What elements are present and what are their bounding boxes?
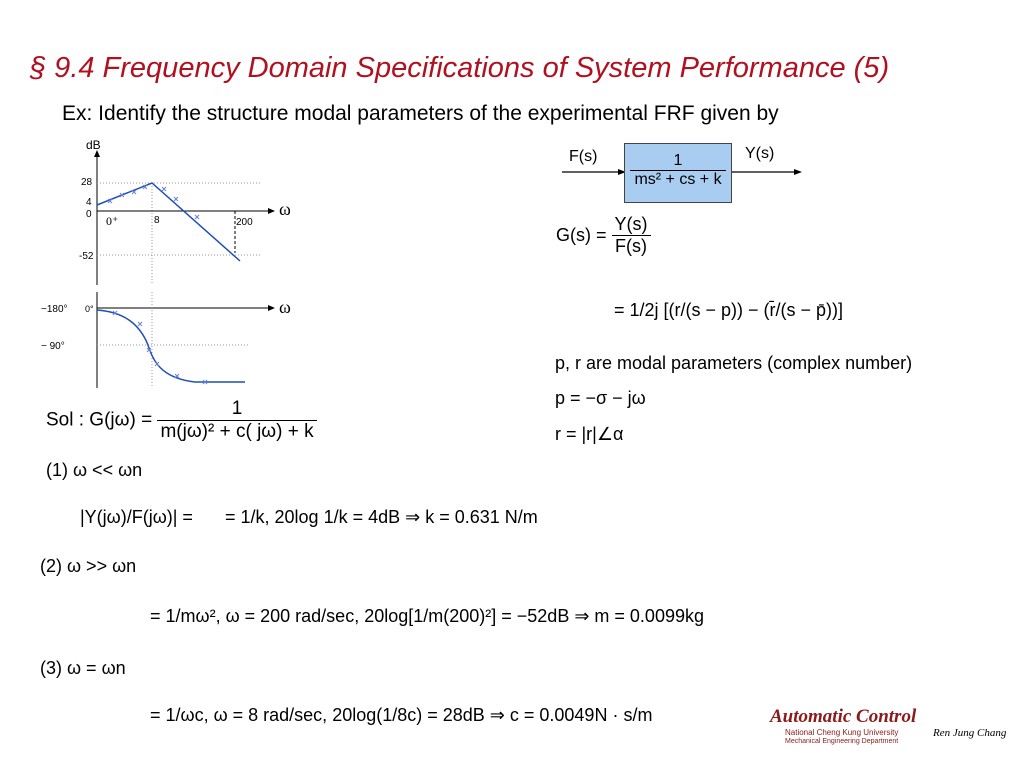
modal-expansion: = 1/2j [(r/(s − p)) − (r̄/(s − p̄))] [614,300,844,320]
tf-denominator: ms² + cs + k [630,170,726,189]
tf-numerator: 1 [673,152,683,169]
case3-label: (3) ω = ωn [40,658,126,678]
modal-note: p, r are modal parameters (complex numbe… [555,353,913,373]
phase-data-markers [112,310,208,385]
p-equation: p = −σ − jω [555,388,646,408]
case3-equation: = 1/ωc, ω = 8 rad/sec, 20log(1/8c) = 28d… [150,705,653,725]
slide-title: § 9.4 Frequency Domain Specifications of… [30,52,890,84]
mag-xtick-8: 8 [154,215,160,226]
phase-ytick-0: 0° [85,304,94,314]
mag-ytick-28: 28 [81,177,93,188]
sol-numerator: 1 [231,398,243,419]
mag-xtick-0plus: 0⁺ [106,214,118,228]
case1-equation: = 1/k, 20log 1/k = 4dB ⇒ k = 0.631 N/m [225,507,538,527]
footer-department: Mechanical Engineering Department [785,738,899,745]
case2-equation: = 1/mω², ω = 200 rad/sec, 20log[1/m(200)… [150,606,704,626]
phase-ytick-90: − 90° [41,341,65,352]
mag-data-markers [107,184,200,220]
g-definition: G(s) = Y(s) F(s) [556,214,651,257]
block-input-label: F(s) [569,148,598,165]
mag-xtick-200: 200 [236,217,253,228]
sol-denominator: m(jω)² + c( jω) + k [157,420,317,443]
slide-subtitle: Ex: Identify the structure modal paramet… [62,102,779,125]
solution-line: Sol : G(jω) = 1 m(jω)² + c( jω) + k [46,398,317,443]
case2-label: (2) ω >> ωn [40,556,137,576]
mag-ytick-m52: -52 [79,251,94,262]
mag-ylabel: dB [86,138,101,152]
g-lhs: G(s) = [556,225,607,245]
transfer-function-block: 1 ms² + cs + k [624,143,732,203]
g-numerator: Y(s) [614,214,648,234]
mag-omega: ω [279,199,290,219]
footer-author-signature: Ren Jung Chang [933,727,1007,739]
footer-university: National Cheng Kung University [785,728,899,737]
case1-label: (1) ω << ωn [46,460,143,480]
mag-ytick-0: 0 [86,209,92,220]
phase-omega: ω [279,297,291,317]
g-denominator: F(s) [611,235,651,257]
mag-ytick-4: 4 [86,197,92,208]
magnitude-plot: dB 28 4 0 -52 0⁺ 8 200 ω [79,138,290,285]
r-equation: r = |r|∠α [555,424,624,444]
phase-plot: −180° 0° − 90° ω [41,292,291,388]
phase-ytick-180: −180° [41,304,68,315]
case1-lhs: |Y(jω)/F(jω)| = [80,507,193,527]
block-diagram-arrows [562,169,802,175]
block-output-label: Y(s) [745,145,775,162]
sol-lhs: Sol : G(jω) = [46,409,153,431]
footer-brand-logo: Automatic Control [770,706,917,727]
